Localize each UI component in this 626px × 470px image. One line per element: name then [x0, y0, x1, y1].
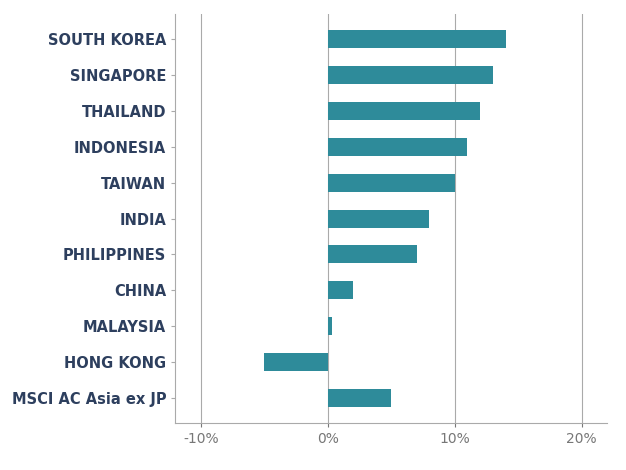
- Bar: [328, 282, 353, 299]
- Bar: [328, 102, 480, 120]
- Bar: [328, 317, 332, 335]
- Bar: [328, 245, 417, 263]
- Bar: [328, 30, 506, 48]
- Bar: [328, 138, 468, 156]
- Bar: [328, 66, 493, 84]
- Bar: [264, 353, 328, 371]
- Bar: [328, 210, 429, 227]
- Bar: [328, 174, 454, 192]
- Bar: [328, 389, 391, 407]
